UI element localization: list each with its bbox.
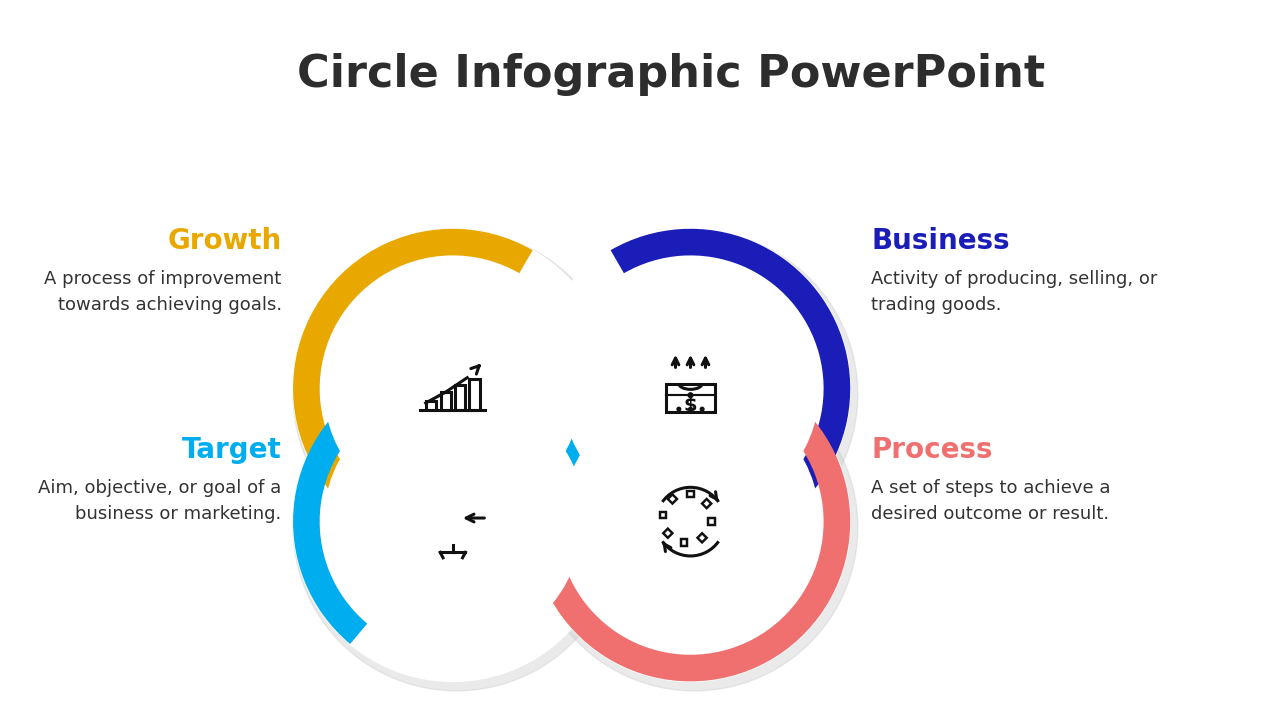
Bar [681,539,687,546]
Text: Business: Business [872,227,1010,255]
Bar [562,511,581,532]
Circle shape [562,393,819,650]
Wedge shape [293,362,613,644]
Text: Activity of producing, selling, or
trading goods.: Activity of producing, selling, or tradi… [872,270,1157,314]
Bar [687,491,694,498]
Text: A process of improvement
towards achieving goals.: A process of improvement towards achievi… [45,270,282,314]
Circle shape [293,230,620,558]
Circle shape [531,229,850,548]
Bar [698,534,707,542]
Wedge shape [531,400,850,681]
Circle shape [567,384,576,393]
Bar [440,392,451,410]
Circle shape [531,230,858,558]
Circle shape [531,364,858,691]
Bar [701,499,712,508]
Wedge shape [611,229,850,548]
Bar [708,518,714,525]
Circle shape [581,413,800,631]
Text: Growth: Growth [168,227,282,255]
Circle shape [324,393,581,650]
Circle shape [360,428,547,615]
Text: $: $ [684,396,698,415]
Circle shape [324,260,581,517]
Bar [562,378,581,399]
Bar [443,393,463,517]
Circle shape [343,279,562,498]
Circle shape [562,260,819,517]
Circle shape [677,408,681,411]
Text: Aim, objective, or goal of a
business or marketing.: Aim, objective, or goal of a business or… [38,479,282,523]
Circle shape [581,279,800,498]
Text: Target: Target [182,436,282,464]
Bar [666,384,716,412]
Circle shape [448,450,457,460]
Circle shape [531,362,850,681]
Bar [668,495,677,503]
Bar [680,393,701,517]
Bar [470,379,480,410]
Bar [454,385,465,410]
Circle shape [686,450,695,460]
Text: A set of steps to achieve a
desired outcome or result.: A set of steps to achieve a desired outc… [872,479,1111,523]
Circle shape [293,364,620,691]
Circle shape [360,295,547,482]
Circle shape [567,517,576,526]
Text: Circle Infographic PowerPoint: Circle Infographic PowerPoint [297,53,1046,96]
Circle shape [598,295,783,482]
Circle shape [689,408,692,411]
Circle shape [598,428,783,615]
Circle shape [293,362,613,681]
Bar [659,512,667,518]
Bar [663,528,672,538]
Bar [426,401,436,410]
Circle shape [689,393,692,397]
Circle shape [700,408,704,411]
Circle shape [293,229,613,548]
Circle shape [343,413,562,631]
Text: Process: Process [872,436,993,464]
Wedge shape [293,229,556,548]
